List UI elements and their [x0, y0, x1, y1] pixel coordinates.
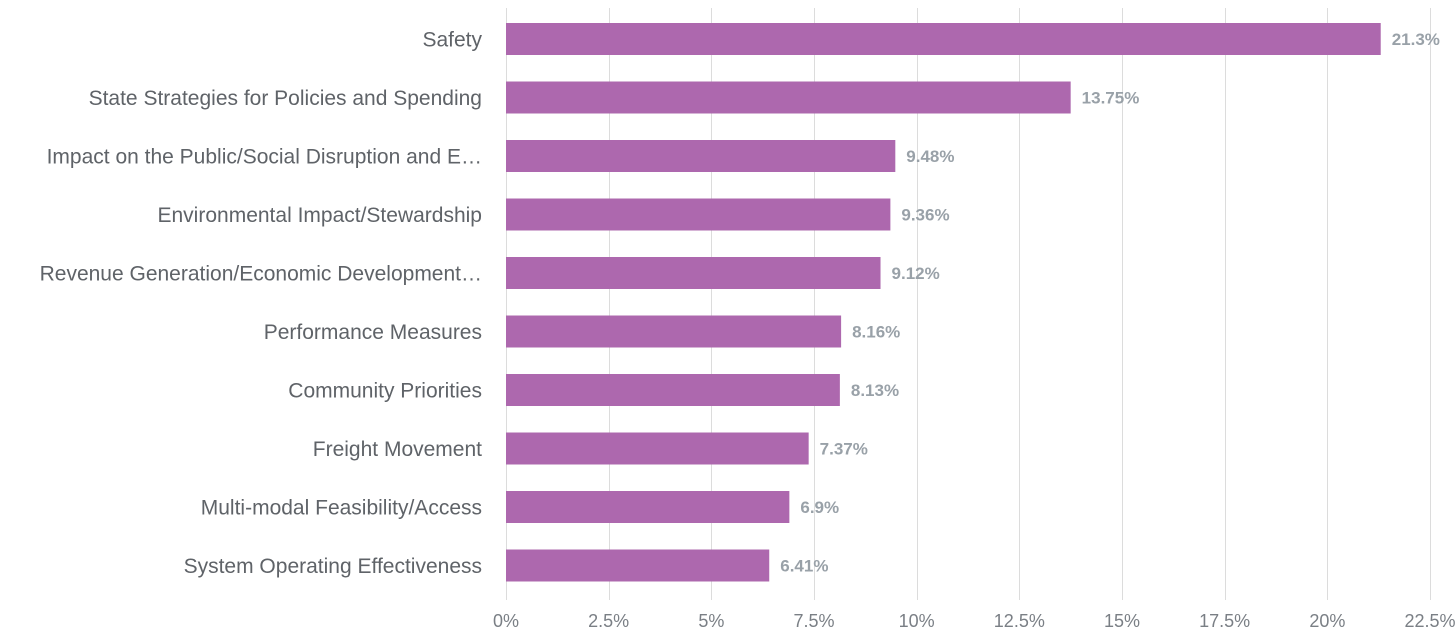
category-label: Environmental Impact/Stewardship [158, 204, 483, 227]
category-label: Safety [422, 29, 482, 52]
x-tick-label: 20% [1309, 611, 1345, 629]
category-label: Multi-modal Feasibility/Access [201, 497, 482, 520]
category-label: Performance Measures [264, 321, 482, 344]
x-axis-ticks: 0% 2.5% 5% 7.5% 10% 12.5% 15% 17.5% 20% 22.5% [493, 611, 1455, 629]
data-labels: 21.3% 13.75% 9.48% 9.36% 9.12% 8.16% 8.13% 7.37… [780, 30, 1440, 576]
category-label: Revenue Generation/Economic Development… [40, 263, 482, 286]
category-label: Freight Movement [313, 438, 482, 461]
bar [506, 549, 770, 582]
x-tick-label: 17.5% [1199, 611, 1250, 629]
x-tick-label: 7.5% [793, 611, 834, 629]
category-label: System Operating Effectiveness [184, 555, 482, 578]
category-labels: Safety State Strategies for Policies and … [40, 29, 483, 579]
x-tick-label: 22.5% [1404, 611, 1455, 629]
data-label: 7.37% [820, 440, 868, 459]
x-tick-label: 12.5% [994, 611, 1045, 629]
bar [506, 81, 1071, 114]
bar [506, 432, 809, 465]
bar [506, 198, 891, 231]
data-label: 8.16% [852, 323, 900, 342]
bars [506, 23, 1381, 582]
data-label: 13.75% [1082, 89, 1140, 108]
x-tick-label: 15% [1104, 611, 1140, 629]
x-tick-label: 0% [493, 611, 519, 629]
category-label: Impact on the Public/Social Disruption a… [47, 146, 482, 169]
data-label: 21.3% [1392, 30, 1440, 49]
bar [506, 140, 896, 172]
data-label: 8.13% [851, 381, 899, 400]
x-tick-label: 10% [899, 611, 935, 629]
data-label: 6.41% [780, 557, 828, 576]
category-label: State Strategies for Policies and Spendi… [89, 87, 482, 110]
bar [506, 374, 840, 406]
bar [506, 491, 790, 523]
data-label: 6.9% [800, 498, 839, 517]
bar [506, 257, 881, 289]
data-label: 9.48% [906, 147, 954, 166]
x-tick-label: 2.5% [588, 611, 629, 629]
bar [506, 315, 842, 348]
bar [506, 23, 1381, 55]
x-tick-label: 5% [698, 611, 724, 629]
data-label: 9.36% [901, 206, 949, 225]
data-label: 9.12% [892, 264, 940, 283]
category-label: Community Priorities [288, 380, 482, 403]
